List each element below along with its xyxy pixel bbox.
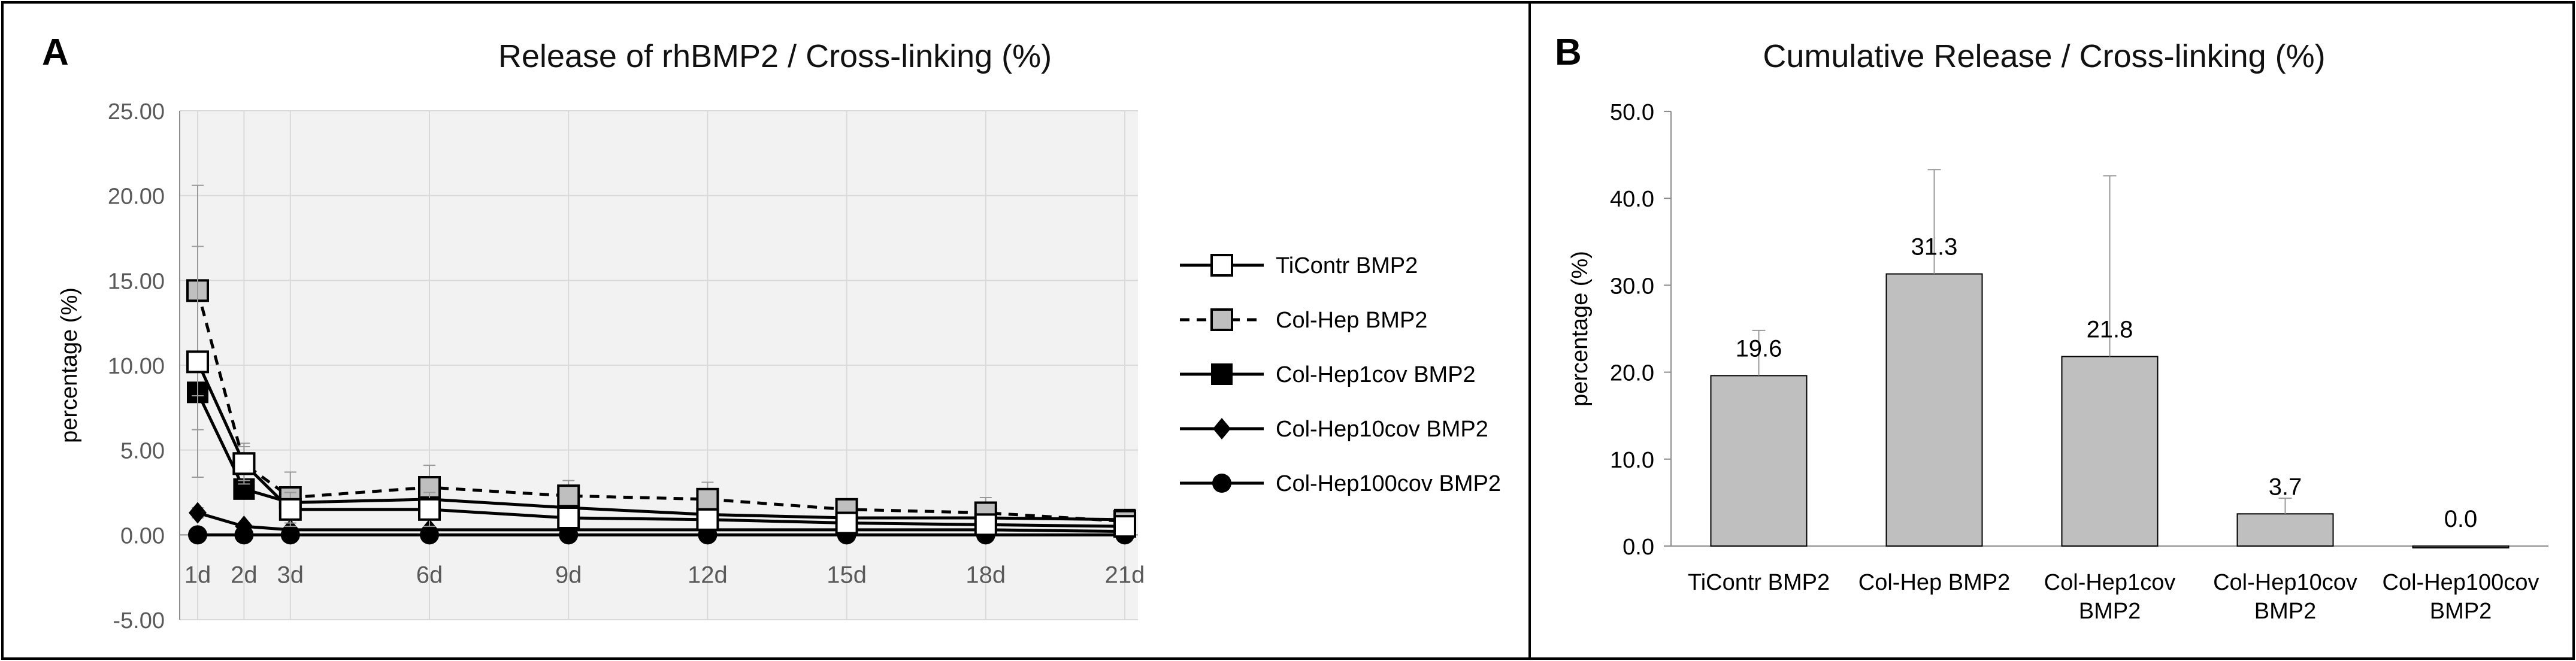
chart-b: 0.0 10.0 20.0 30.0 40.0 50.0 percentage (%) 19.… xyxy=(1567,100,2548,624)
y-tick-label-b: 0.0 xyxy=(1623,535,1654,560)
data-point-3d xyxy=(279,498,302,521)
x-tick-label-b-1: Col-Hep BMP2 xyxy=(1858,570,2010,595)
x-tick-label-18d: 18d xyxy=(965,562,1006,588)
data-point-2d xyxy=(235,516,253,538)
x-tick-label-3d: 3d xyxy=(277,562,304,588)
x-tick-label-b-2: Col-Hep1cov xyxy=(2044,570,2176,595)
y-axis-label-a: percentage (%) xyxy=(57,287,82,443)
x-tick-label-1d: 1d xyxy=(184,562,211,588)
data-label-3: 3.7 xyxy=(2269,474,2302,500)
data-label-4: 0.0 xyxy=(2444,506,2478,532)
chart-a-title: Release of rhBMP2 / Cross-linking (%) xyxy=(498,38,1052,74)
y-axis-label-b: percentage (%) xyxy=(1567,251,1593,407)
chart-b-title: Cumulative Release / Cross-linking (%) xyxy=(1763,38,2325,74)
legend-marker-4 xyxy=(1212,474,1231,493)
x-tick-label-b-3: Col-Hep10cov xyxy=(2213,570,2357,595)
data-point-15d xyxy=(835,511,858,535)
x-tick-label-b-0: TiContr BMP2 xyxy=(1688,570,1830,595)
x-tick-label-b-4: BMP2 xyxy=(2430,599,2492,624)
data-point-9d xyxy=(557,507,580,529)
series-col-hep-bmp2 xyxy=(186,184,1136,533)
y-tick-label-a: 25.00 xyxy=(108,99,165,125)
data-label-2: 21.8 xyxy=(2087,316,2133,342)
x-tick-label-15d: 15d xyxy=(827,562,867,588)
legend-marker-2 xyxy=(1211,363,1233,385)
data-point-12d xyxy=(696,508,719,531)
data-label-1: 31.3 xyxy=(1911,234,1958,260)
panel-b-frame xyxy=(1528,1,2575,660)
y-tick-label-b: 10.0 xyxy=(1610,448,1654,473)
y-tick-label-a: 10.00 xyxy=(108,354,165,379)
y-tick-label-a: 5.00 xyxy=(120,439,165,464)
data-point-1d xyxy=(189,502,207,524)
x-tick-label-2d: 2d xyxy=(231,562,258,588)
y-tick-label-b: 20.0 xyxy=(1610,361,1654,386)
x-tick-label-21d: 21d xyxy=(1105,562,1145,588)
y-tick-label-b: 40.0 xyxy=(1610,187,1654,212)
data-point-2d xyxy=(232,452,256,475)
data-point-6d xyxy=(420,519,438,541)
y-tick-label-a: 0.00 xyxy=(120,523,165,548)
y-tick-label-b: 30.0 xyxy=(1610,274,1654,299)
bar-2 xyxy=(2061,356,2159,547)
bar-1 xyxy=(1885,273,1983,547)
panel-b-letter: B xyxy=(1555,32,1582,73)
legend-marker-3 xyxy=(1213,418,1231,439)
data-point-9d xyxy=(557,484,580,508)
bar-4 xyxy=(2412,545,2510,548)
data-point-6d xyxy=(418,498,441,521)
data-point-18d xyxy=(974,513,997,536)
y-tick-label-a: 20.00 xyxy=(108,184,165,210)
data-point-3d xyxy=(281,519,299,541)
panel-a-letter: A xyxy=(42,32,69,73)
y-tick-label-b: 50.0 xyxy=(1610,100,1654,125)
legend-label-3: Col-Hep10cov BMP2 xyxy=(1276,417,1488,442)
legend-a: TiContr BMP2 Col-Hep BMP2 Col-Hep1cov BMP2… xyxy=(1180,253,1501,496)
x-tick-label-b-4: Col-Hep100cov xyxy=(2383,570,2539,595)
legend-label-2: Col-Hep1cov BMP2 xyxy=(1276,362,1476,387)
data-point-21d xyxy=(1113,515,1136,538)
data-point-1d xyxy=(188,525,207,545)
legend-label-4: Col-Hep100cov BMP2 xyxy=(1276,471,1501,496)
legend-label-0: TiContr BMP2 xyxy=(1276,253,1418,278)
x-tick-label-b-2: BMP2 xyxy=(2079,599,2141,624)
chart-a: -5.00 0.00 5.00 10.00 15.00 20.00 25.00 1d 2d 3d 6… xyxy=(57,99,1501,633)
y-tick-label-a: 15.00 xyxy=(108,269,165,294)
data-label-0: 19.6 xyxy=(1736,335,1782,362)
legend-label-1: Col-Hep BMP2 xyxy=(1276,308,1427,333)
bar-3 xyxy=(2236,513,2334,547)
series-ticontr-bmp2 xyxy=(186,245,1136,538)
x-tick-label-6d: 6d xyxy=(416,562,443,588)
bar-0 xyxy=(1710,375,1808,547)
data-point-12d xyxy=(696,487,719,511)
x-tick-label-12d: 12d xyxy=(688,562,728,588)
legend-marker-0 xyxy=(1210,254,1233,277)
data-point-1d xyxy=(186,350,209,374)
y-tick-label-a: -5.00 xyxy=(113,608,165,633)
legend-marker-1 xyxy=(1210,308,1233,331)
x-tick-label-9d: 9d xyxy=(555,562,582,588)
x-tick-label-b-3: BMP2 xyxy=(2254,599,2316,624)
